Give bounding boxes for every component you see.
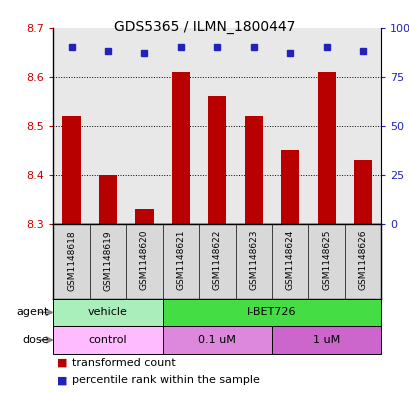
Text: ■: ■ (57, 358, 68, 367)
Text: transformed count: transformed count (72, 358, 175, 367)
Bar (171, 72, 189, 224)
Text: 1 uM: 1 uM (312, 335, 339, 345)
Text: GSM1148626: GSM1148626 (358, 230, 367, 290)
Text: agent: agent (17, 307, 49, 318)
Bar (162, 299, 380, 326)
Bar (53, 299, 162, 326)
Bar (208, 96, 226, 224)
Text: GSM1148625: GSM1148625 (321, 230, 330, 290)
Text: ■: ■ (57, 375, 68, 385)
Text: GDS5365 / ILMN_1800447: GDS5365 / ILMN_1800447 (114, 20, 295, 34)
Bar (99, 175, 117, 224)
Bar (53, 326, 162, 354)
Text: GSM1148620: GSM1148620 (139, 230, 148, 290)
Text: vehicle: vehicle (88, 307, 128, 318)
Text: control: control (88, 335, 127, 345)
Bar (317, 72, 335, 224)
Bar (135, 209, 153, 224)
Bar (271, 326, 380, 354)
Text: GSM1148622: GSM1148622 (212, 230, 221, 290)
Bar (62, 116, 81, 224)
Text: GSM1148623: GSM1148623 (249, 230, 258, 290)
Text: GSM1148624: GSM1148624 (285, 230, 294, 290)
Text: percentile rank within the sample: percentile rank within the sample (72, 375, 259, 385)
Text: GSM1148619: GSM1148619 (103, 230, 112, 290)
Text: 0.1 uM: 0.1 uM (198, 335, 236, 345)
Bar (162, 326, 271, 354)
Text: GSM1148621: GSM1148621 (176, 230, 185, 290)
Text: I-BET726: I-BET726 (247, 307, 296, 318)
Bar (353, 160, 371, 224)
Text: dose: dose (22, 335, 49, 345)
Text: GSM1148618: GSM1148618 (67, 230, 76, 290)
Bar (281, 151, 299, 224)
Bar (244, 116, 262, 224)
